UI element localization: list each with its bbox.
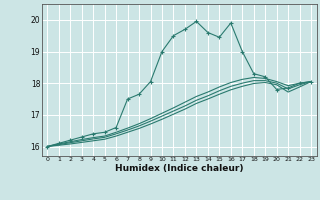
X-axis label: Humidex (Indice chaleur): Humidex (Indice chaleur): [115, 164, 244, 173]
